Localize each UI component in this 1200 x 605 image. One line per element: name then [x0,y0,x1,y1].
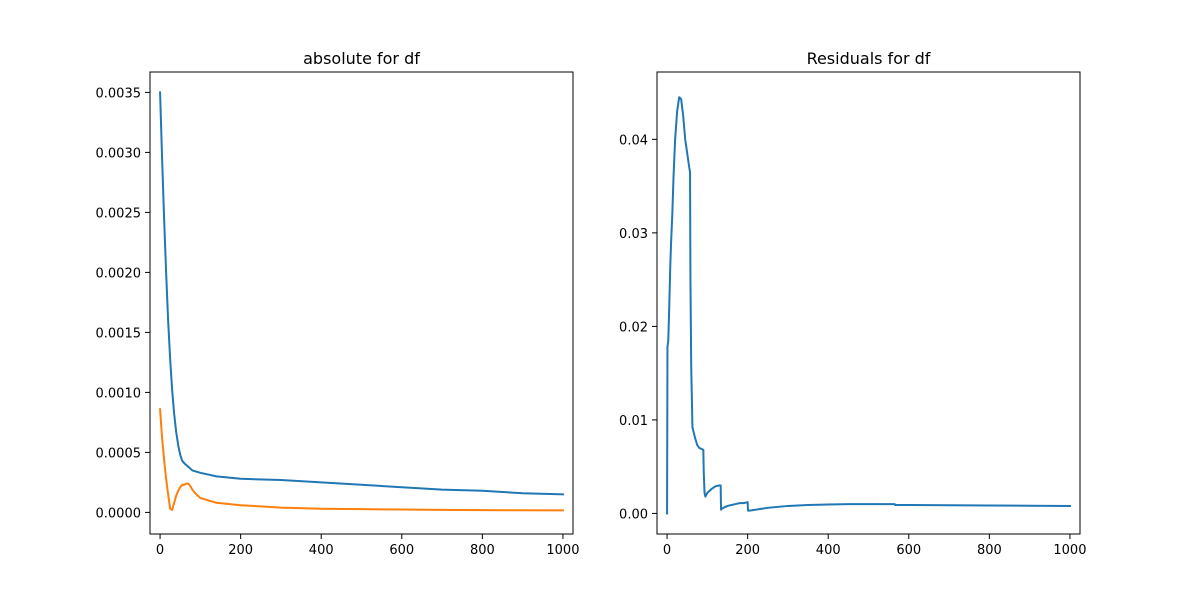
x-tick-label: 600 [896,543,921,558]
y-tick-label: 0.0015 [96,326,142,341]
x-tick-label: 1000 [1053,543,1086,558]
y-tick-label: 0.0000 [96,506,142,521]
x-tick-label: 200 [228,543,253,558]
chart-title: Residuals for df [807,49,931,68]
x-tick-label: 0 [156,543,164,558]
y-tick-label: 0.02 [619,320,648,335]
axes-2: Residuals for df 0 200 400 600 800 1000 0.00 0.0… [619,49,1086,558]
y-tick-label: 0.01 [619,414,648,429]
x-tick-label: 800 [470,543,495,558]
y-tick-label: 0.0035 [96,86,142,101]
series-line-1 [159,91,564,496]
axes-1: absolute for df 0 200 400 600 800 1000 0.0000 0.… [96,49,580,558]
x-tick-label: 600 [389,543,414,558]
y-tick-label: 0.03 [619,227,648,242]
axes-frame [149,71,574,535]
x-tick-label: 0 [663,543,671,558]
y-tick-label: 0.0010 [96,386,142,401]
y-tick-label: 0.0005 [96,446,142,461]
series-line-1 [666,96,1071,515]
y-tick-label: 0.0020 [96,266,142,281]
y-tick-label: 0.0025 [96,206,142,221]
x-tick-label: 800 [977,543,1002,558]
x-tick-label: 200 [735,543,760,558]
x-tick-label: 400 [309,543,334,558]
y-tick-label: 0.04 [619,133,648,148]
y-tick-label: 0.0030 [96,146,142,161]
series-line-2 [159,408,564,512]
x-tick-label: 400 [816,543,841,558]
x-tick-label: 1000 [546,543,579,558]
axes-frame [656,71,1081,535]
y-tick-label: 0.00 [619,507,648,522]
chart-title: absolute for df [303,49,420,68]
